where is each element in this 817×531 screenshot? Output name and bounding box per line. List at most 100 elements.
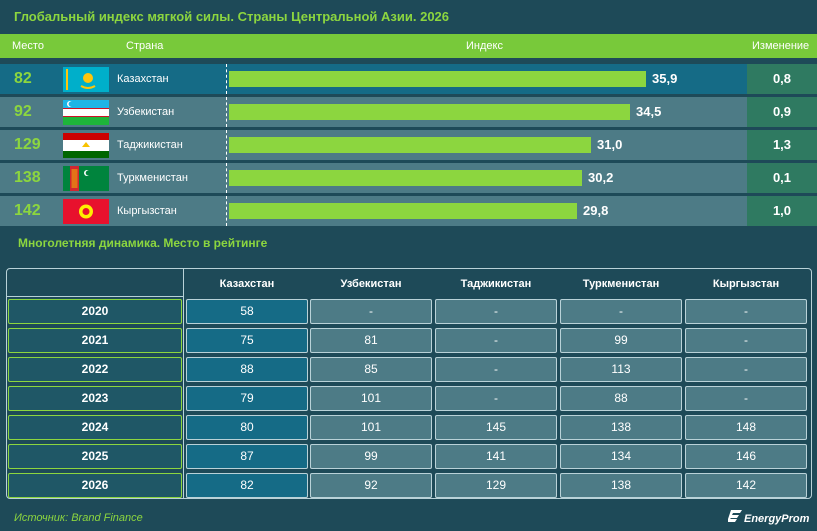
bar-zone: 35,9 bbox=[226, 64, 741, 94]
ranking-row: 142 Кыргызстан 29,8 1,0 bbox=[0, 196, 817, 226]
index-bar bbox=[229, 203, 577, 219]
table-cell: 87 bbox=[186, 444, 308, 469]
table-cell: - bbox=[435, 386, 557, 411]
table-header-divider bbox=[7, 296, 183, 297]
index-bar bbox=[229, 170, 582, 186]
index-value-label: 34,5 bbox=[636, 104, 662, 119]
source-note: Источник: Brand Finance bbox=[14, 512, 143, 524]
index-value-label: 31,0 bbox=[597, 137, 623, 152]
table-cell: 134 bbox=[560, 444, 682, 469]
table-cell: 145 bbox=[435, 415, 557, 440]
country-name: Казахстан bbox=[117, 73, 169, 85]
year-cell: 2023 bbox=[8, 386, 182, 411]
column-header: Кыргызстан bbox=[712, 278, 780, 290]
rank-value: 129 bbox=[14, 136, 41, 153]
column-header: Узбекистан bbox=[340, 278, 402, 290]
index-value-label: 30,2 bbox=[588, 170, 614, 185]
table-cell: 58 bbox=[186, 299, 308, 324]
year-cell: 2025 bbox=[8, 444, 182, 469]
table-cell: - bbox=[685, 299, 807, 324]
bar-zone: 31,0 bbox=[226, 130, 741, 160]
column-header: Туркменистан bbox=[582, 278, 660, 290]
table-cell: 88 bbox=[560, 386, 682, 411]
country-name: Узбекистан bbox=[117, 106, 175, 118]
table-cell: - bbox=[560, 299, 682, 324]
ranking-row: 129 Таджикистан 31,0 1,3 bbox=[0, 130, 817, 160]
bar-zone: 29,8 bbox=[226, 196, 741, 226]
rank-value: 142 bbox=[14, 202, 41, 219]
rank-value: 92 bbox=[14, 103, 32, 120]
header-place: Место bbox=[12, 40, 44, 52]
table-cell: - bbox=[435, 357, 557, 382]
index-value-label: 29,8 bbox=[583, 203, 609, 218]
ranking-row: 82 Казахстан 35,9 0,8 bbox=[0, 64, 817, 94]
table-cell: 148 bbox=[685, 415, 807, 440]
table-cell: 81 bbox=[310, 328, 432, 353]
table-cell: 80 bbox=[186, 415, 308, 440]
uzbekistan-flag-icon bbox=[63, 100, 109, 125]
index-value-label: 35,9 bbox=[652, 71, 678, 86]
country-name: Таджикистан bbox=[117, 139, 183, 151]
table-cell: 101 bbox=[310, 415, 432, 440]
table-cell: 75 bbox=[186, 328, 308, 353]
year-cell: 2022 bbox=[8, 357, 182, 382]
table-cell: 99 bbox=[310, 444, 432, 469]
table-cell: 99 bbox=[560, 328, 682, 353]
ranking-header: Место Страна Индекс Изменение bbox=[0, 34, 817, 58]
table-cell: 138 bbox=[560, 473, 682, 498]
index-bar bbox=[229, 71, 646, 87]
index-bar bbox=[229, 137, 591, 153]
table-cell: - bbox=[435, 299, 557, 324]
table-cell: - bbox=[310, 299, 432, 324]
change-value: 1,0 bbox=[747, 196, 817, 226]
change-value: 0,8 bbox=[747, 64, 817, 94]
index-bar bbox=[229, 104, 630, 120]
table-cell: - bbox=[685, 386, 807, 411]
header-change: Изменение bbox=[752, 40, 810, 52]
chart-title: Глобальный индекс мягкой силы. Страны Це… bbox=[14, 9, 450, 24]
tajikistan-flag-icon bbox=[63, 133, 109, 158]
table-cell: - bbox=[435, 328, 557, 353]
table-cell: 79 bbox=[186, 386, 308, 411]
table-cell: 138 bbox=[560, 415, 682, 440]
table-cell: 113 bbox=[560, 357, 682, 382]
logo-text: EnergyProm bbox=[744, 513, 810, 525]
table-cell: 101 bbox=[310, 386, 432, 411]
kazakhstan-flag-icon bbox=[63, 67, 109, 92]
change-value: 0,1 bbox=[747, 163, 817, 193]
energyprom-logo-icon bbox=[727, 510, 742, 525]
turkmenistan-flag-icon bbox=[63, 166, 109, 191]
ranking-row: 138 Туркменистан 30,2 0,1 bbox=[0, 163, 817, 193]
year-cell: 2024 bbox=[8, 415, 182, 440]
year-cell: 2021 bbox=[8, 328, 182, 353]
table-cell: 85 bbox=[310, 357, 432, 382]
energyprom-logo: EnergyProm bbox=[727, 510, 810, 525]
table-cell: 146 bbox=[685, 444, 807, 469]
ranking-row: 92 Узбекистан 34,5 0,9 bbox=[0, 97, 817, 127]
change-value: 0,9 bbox=[747, 97, 817, 127]
kyrgyzstan-flag-icon bbox=[63, 199, 109, 224]
table-cell: 142 bbox=[685, 473, 807, 498]
table-cell: 129 bbox=[435, 473, 557, 498]
table-cell: 88 bbox=[186, 357, 308, 382]
table-cell: - bbox=[685, 328, 807, 353]
table-cell: 92 bbox=[310, 473, 432, 498]
header-country: Страна bbox=[126, 40, 164, 52]
bar-zone: 34,5 bbox=[226, 97, 741, 127]
country-name: Кыргызстан bbox=[117, 205, 177, 217]
year-cell: 2020 bbox=[8, 299, 182, 324]
table-title: Многолетняя динамика. Место в рейтинге bbox=[18, 236, 268, 250]
table-cell: - bbox=[685, 357, 807, 382]
country-name: Туркменистан bbox=[117, 172, 188, 184]
column-header: Таджикистан bbox=[460, 278, 532, 290]
rank-value: 138 bbox=[14, 169, 41, 186]
header-index: Индекс bbox=[466, 40, 503, 52]
table-cell: 82 bbox=[186, 473, 308, 498]
rank-value: 82 bbox=[14, 70, 32, 87]
table-cell: 141 bbox=[435, 444, 557, 469]
bar-zone: 30,2 bbox=[226, 163, 741, 193]
table-divider bbox=[183, 269, 184, 498]
column-header: Казахстан bbox=[219, 278, 275, 290]
change-value: 1,3 bbox=[747, 130, 817, 160]
history-panel bbox=[6, 268, 812, 499]
